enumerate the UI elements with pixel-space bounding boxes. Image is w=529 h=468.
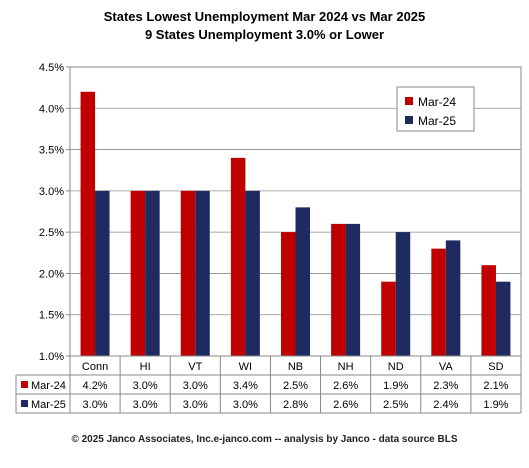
table-legend-key-mar-24 — [21, 381, 28, 388]
y-tick-label: 4.5% — [39, 62, 64, 74]
y-tick-label: 1.5% — [39, 310, 64, 322]
table-series-label: Mar-25 — [31, 399, 66, 411]
data-label: 3.0% — [133, 399, 158, 411]
data-label: 2.4% — [433, 399, 458, 411]
table-legend-key-mar-25 — [21, 400, 28, 407]
chart-title: States Lowest Unemployment Mar 2024 vs M… — [103, 9, 426, 24]
bar-mar-24-hi — [130, 190, 146, 356]
bar-mar-25-wi — [245, 190, 260, 356]
bar-mar-25-va — [445, 240, 461, 356]
data-label: 3.0% — [83, 399, 108, 411]
chart-subtitle: 9 States Unemployment 3.0% or Lower — [144, 27, 385, 42]
bar-mar-25-sd — [495, 281, 511, 356]
bar-mar-25-vt — [195, 190, 210, 356]
x-tick-label: ND — [388, 361, 404, 373]
y-tick-label: 1.0% — [39, 351, 64, 363]
y-tick-label: 2.5% — [39, 227, 64, 239]
bar-mar-25-hi — [145, 190, 160, 356]
legend-label: Mar-24 — [418, 95, 456, 109]
data-label: 1.9% — [383, 380, 408, 392]
bar-mar-24-vt — [180, 190, 196, 356]
table-series-label: Mar-24 — [31, 380, 66, 392]
legend-label: Mar-25 — [418, 114, 456, 128]
y-tick-label: 2.0% — [39, 268, 64, 280]
x-tick-label: NB — [288, 361, 303, 373]
bar-mar-25-nd — [395, 232, 411, 356]
y-tick-label: 3.5% — [39, 145, 64, 157]
bar-mar-25-conn — [95, 190, 110, 356]
x-tick-label: VT — [188, 361, 202, 373]
x-tick-label: NH — [338, 361, 354, 373]
bar-mar-24-nb — [281, 232, 296, 356]
legend-key-mar-24 — [405, 97, 413, 105]
data-label: 3.0% — [183, 399, 208, 411]
bar-mar-24-conn — [80, 91, 96, 357]
bar-mar-24-sd — [481, 265, 496, 356]
data-label: 2.1% — [483, 380, 508, 392]
x-tick-label: HI — [140, 361, 151, 373]
bar-mar-24-nd — [381, 281, 396, 356]
data-label: 4.2% — [83, 380, 108, 392]
y-tick-label: 3.0% — [39, 186, 64, 198]
data-label: 3.0% — [133, 380, 158, 392]
footer-credit: © 2025 Janco Associates, Inc.e-janco.com… — [71, 434, 458, 445]
bar-mar-25-nh — [345, 223, 361, 356]
x-tick-label: WI — [239, 361, 252, 373]
bar-mar-24-wi — [230, 157, 246, 356]
bar-mar-24-va — [431, 248, 446, 356]
data-label: 3.0% — [183, 380, 208, 392]
data-label: 2.6% — [333, 380, 358, 392]
data-label: 3.0% — [233, 399, 258, 411]
data-label: 1.9% — [483, 399, 508, 411]
y-tick-label: 4.0% — [39, 103, 64, 115]
x-tick-label: VA — [439, 361, 454, 373]
data-label: 2.6% — [333, 399, 358, 411]
x-tick-label: SD — [488, 361, 503, 373]
bar-mar-24-nh — [331, 223, 346, 356]
data-label: 2.8% — [283, 399, 308, 411]
data-label: 2.3% — [433, 380, 458, 392]
x-tick-label: Conn — [82, 361, 108, 373]
data-label: 3.4% — [233, 380, 258, 392]
data-label: 2.5% — [383, 399, 408, 411]
bar-mar-25-nb — [295, 207, 310, 356]
legend-key-mar-25 — [405, 116, 413, 124]
data-label: 2.5% — [283, 380, 308, 392]
